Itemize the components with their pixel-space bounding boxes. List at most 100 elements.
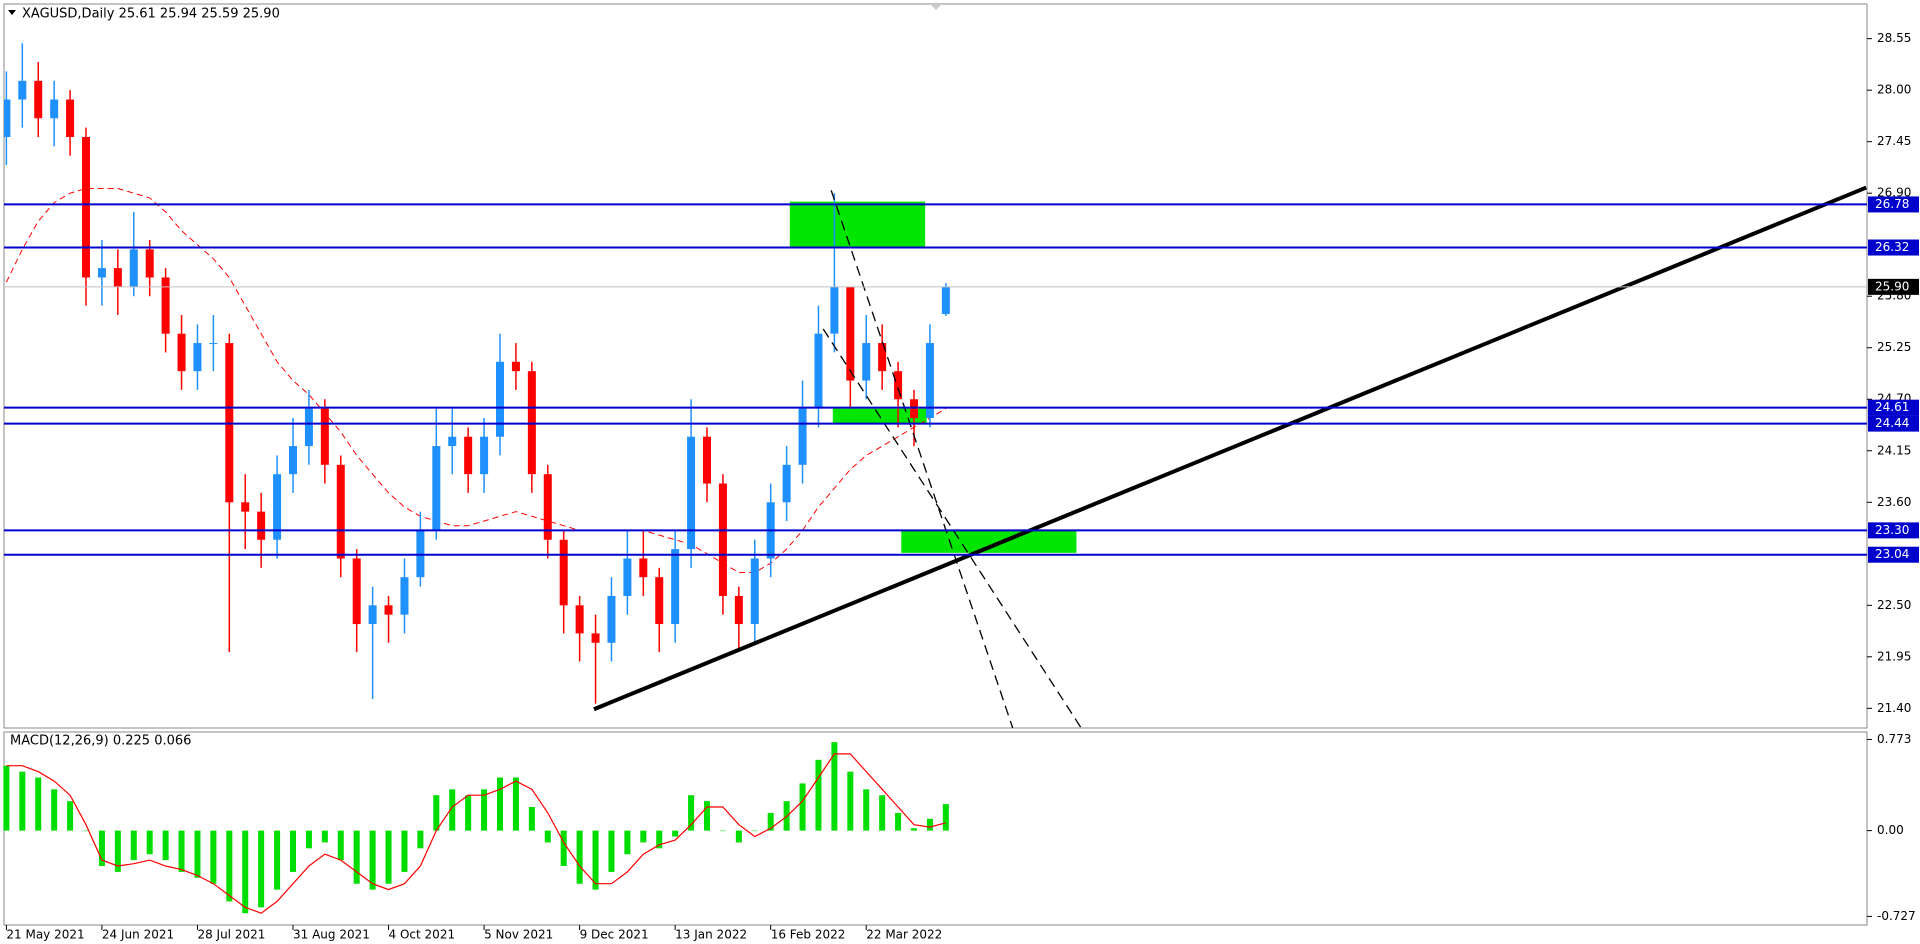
macd-bar [751, 830, 758, 832]
candle-body [304, 408, 313, 447]
macd-bar [592, 830, 599, 890]
macd-bar [560, 830, 567, 867]
macd-bar [544, 830, 551, 843]
candle-body [862, 343, 871, 381]
candle-body [559, 539, 568, 606]
candle-body [543, 474, 552, 540]
candle-body [97, 268, 106, 278]
macd-bar [640, 830, 647, 843]
x-tick-label: 22 Mar 2022 [866, 928, 942, 942]
candle-body [66, 99, 75, 137]
level-label-box [1868, 415, 1919, 432]
macd-bar [831, 742, 838, 831]
candle-body [368, 605, 377, 625]
macd-bar [767, 812, 774, 831]
macd-signal [6, 753, 946, 914]
macd-bar [162, 830, 169, 861]
candle-body [400, 577, 409, 615]
candle-body [177, 333, 186, 372]
level-label: 26.78 [1875, 197, 1909, 211]
y-tick-label: 28.00 [1877, 83, 1911, 97]
candle-body [193, 343, 202, 372]
macd-bar [258, 830, 265, 908]
macd-bar [815, 759, 822, 831]
candle-body [941, 286, 950, 315]
y-tick-label: 27.45 [1877, 134, 1911, 148]
macd-bar [608, 830, 615, 872]
macd-bar [417, 830, 424, 849]
x-tick-label: 31 Aug 2021 [293, 928, 370, 942]
candle-body [496, 361, 505, 437]
candle-body [129, 249, 138, 287]
y-tick-label: 28.55 [1877, 31, 1911, 45]
candle-body [257, 511, 266, 540]
candle-body [18, 80, 27, 100]
macd-bar [305, 830, 312, 849]
macd-bar [226, 830, 233, 902]
macd-bar [337, 830, 344, 861]
candle-body [50, 99, 59, 119]
zone [789, 201, 926, 247]
macd-bar [98, 830, 105, 867]
y-tick-label: 26.90 [1877, 186, 1911, 200]
macd-bar [353, 830, 360, 884]
candle-body [591, 633, 600, 643]
macd-bar [895, 812, 902, 831]
main-panel [3, 3, 1868, 729]
macd-bar [656, 830, 663, 849]
macd-bar [911, 828, 918, 831]
macd-bar [19, 771, 26, 831]
macd-bar [67, 801, 74, 831]
candle-body [82, 136, 91, 278]
macd-bar [735, 830, 742, 843]
y-tick-label: 22.50 [1877, 598, 1911, 612]
candle-body [734, 595, 743, 625]
candle-body [639, 558, 648, 578]
candle-body [34, 80, 43, 119]
moving-average [5, 188, 947, 573]
macd-bar [385, 830, 392, 884]
y-tick-label: 24.15 [1877, 443, 1911, 457]
macd-bar [528, 807, 535, 831]
macd-bar [672, 830, 679, 837]
level-label: 24.61 [1875, 400, 1909, 414]
candle-body [289, 446, 298, 475]
x-tick-label: 16 Feb 2022 [771, 928, 846, 942]
menu-arrow[interactable] [8, 10, 16, 15]
candle-body [448, 436, 457, 447]
candle-body [655, 577, 664, 625]
macd-bar [194, 830, 201, 878]
macd-bar [688, 795, 695, 831]
level-label: 24.44 [1875, 416, 1909, 430]
candle-body [846, 286, 855, 381]
candle-body [782, 464, 791, 503]
candle-body [113, 268, 122, 287]
current-label: 25.90 [1875, 279, 1909, 293]
candle-body [703, 436, 712, 484]
macd-bar [481, 789, 488, 831]
candle-body [336, 464, 345, 559]
macd-bar [879, 795, 886, 831]
candle-body [273, 474, 282, 540]
macd-bar [863, 789, 870, 831]
candle-body [830, 286, 839, 334]
candle-body [241, 502, 250, 512]
macd-bar [290, 830, 297, 872]
macd-bar [704, 801, 711, 831]
level-label-box [1868, 239, 1919, 256]
macd-bar [449, 789, 456, 831]
x-tick-label: 21 May 2021 [6, 928, 84, 942]
macd-bar [624, 830, 631, 855]
candle-body [145, 249, 154, 278]
x-tick-label: 28 Jul 2021 [197, 928, 265, 942]
candle-body [798, 408, 807, 465]
macd-bar [35, 777, 42, 831]
candle-body [480, 436, 489, 475]
y-tick-label: 0.773 [1877, 732, 1911, 746]
macd-bar [274, 830, 281, 890]
y-tick-label: 21.95 [1877, 649, 1911, 663]
level-label-box [1868, 196, 1919, 213]
y-tick-label: 25.25 [1877, 340, 1911, 354]
y-tick-label: -0.727 [1877, 909, 1916, 923]
